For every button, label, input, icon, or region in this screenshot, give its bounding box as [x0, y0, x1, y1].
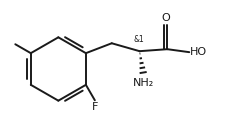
Text: O: O [161, 13, 169, 23]
Text: NH₂: NH₂ [132, 78, 153, 88]
Text: HO: HO [189, 47, 207, 57]
Text: &1: &1 [133, 35, 144, 44]
Text: F: F [91, 102, 98, 112]
